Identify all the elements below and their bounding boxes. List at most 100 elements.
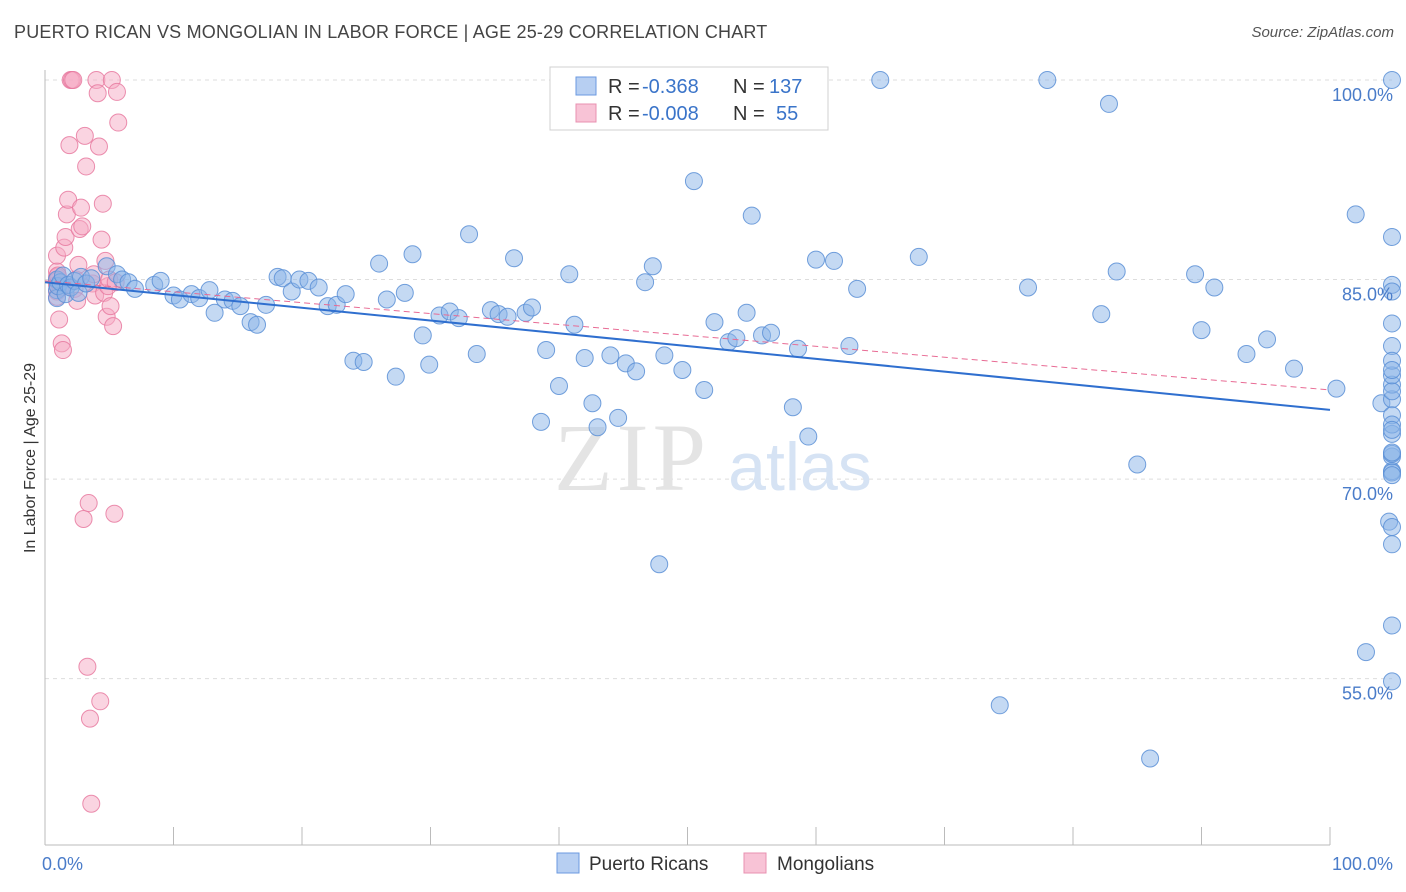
puerto-rican-point-111 — [1285, 359, 1304, 378]
puerto-rican-point-89 — [783, 398, 802, 417]
puerto-rican-point-106 — [1186, 265, 1205, 284]
puerto-rican-point-125 — [1383, 282, 1401, 301]
mongolian-point-40 — [91, 692, 110, 711]
watermark: ZIP atlas — [554, 404, 872, 511]
puerto-rican-point-94 — [840, 337, 859, 356]
puerto-rican-point-102 — [1099, 94, 1118, 113]
puerto-rican-point-80 — [695, 380, 714, 399]
chart-source: Source: ZipAtlas.com — [1251, 24, 1394, 41]
x-tick-label-max: 100.0% — [1332, 854, 1393, 874]
mongolian-point-8 — [50, 310, 69, 329]
puerto-rican-point-41 — [336, 285, 355, 304]
legend-r-label-2: R = — [608, 103, 640, 125]
puerto-rican-point-61 — [523, 298, 542, 317]
puerto-rican-point-25 — [200, 281, 219, 300]
puerto-rican-point-98 — [990, 696, 1009, 715]
puerto-rican-point-104 — [1128, 455, 1147, 474]
puerto-rican-point-105 — [1141, 749, 1160, 768]
legend-r-label-1: R = — [608, 76, 640, 98]
puerto-rican-point-92 — [807, 250, 825, 269]
mongolian-point-13 — [56, 227, 75, 246]
mongolian-point-38 — [88, 84, 107, 103]
puerto-rican-point-68 — [583, 394, 602, 413]
y-tick-label-2: 70.0% — [1342, 484, 1393, 504]
gridlines — [45, 79, 1392, 680]
mongolian-point-32 — [80, 709, 99, 728]
puerto-rican-point-112 — [1327, 379, 1346, 398]
puerto-rican-point-118 — [1383, 616, 1401, 635]
mongolian-point-26 — [73, 217, 92, 236]
puerto-rican-point-63 — [537, 341, 556, 360]
puerto-rican-point-85 — [742, 206, 761, 225]
legend-n-label-1: N = — [733, 76, 765, 98]
mongolian-point-54 — [109, 113, 128, 132]
legend-n-value-2: 55 — [776, 103, 798, 125]
puerto-rican-point-114 — [1356, 643, 1375, 662]
puerto-rican-point-81 — [705, 313, 724, 332]
puerto-rican-point-101 — [1092, 305, 1111, 324]
puerto-rican-point-46 — [386, 367, 405, 386]
puerto-rican-point-91 — [799, 427, 818, 446]
puerto-rican-point-109 — [1237, 345, 1256, 364]
legend-swatch-puerto-ricans — [575, 76, 597, 96]
puerto-rican-point-55 — [467, 345, 486, 364]
puerto-rican-point-126 — [1383, 314, 1401, 333]
mongolian-trend-line — [44, 280, 1331, 391]
puerto-rican-point-54 — [460, 225, 479, 244]
legend-r-value-2: -0.008 — [642, 103, 699, 125]
puerto-rican-point-93 — [824, 251, 843, 270]
series-label-puerto-ricans: Puerto Ricans — [589, 854, 708, 875]
mongolian-point-28 — [75, 126, 94, 145]
puerto-rican-point-83 — [727, 329, 746, 348]
puerto-rican-point-59 — [505, 249, 524, 268]
mongolian-point-25 — [71, 198, 90, 217]
mongolian-point-30 — [78, 657, 97, 676]
puerto-rican-point-62 — [532, 412, 551, 431]
watermark-zip: ZIP — [554, 404, 710, 511]
puerto-rican-point-99 — [1019, 278, 1038, 297]
x-tick-labels: 0.0% 100.0% — [42, 854, 1393, 874]
mongolian-point-29 — [77, 157, 96, 176]
puerto-rican-point-141 — [1383, 443, 1401, 462]
puerto-rican-point-58 — [498, 307, 517, 326]
puerto-rican-point-87 — [762, 323, 781, 342]
puerto-rican-point-113 — [1346, 205, 1365, 224]
y-tick-label-0: 100.0% — [1332, 85, 1393, 105]
puerto-rican-point-139 — [1383, 466, 1401, 485]
mongolian-point-41 — [92, 230, 111, 249]
puerto-rican-point-47 — [395, 283, 414, 302]
mongolian-point-50 — [104, 317, 123, 336]
series-swatch-puerto-ricans — [556, 852, 580, 874]
mongolian-point-15 — [59, 190, 78, 209]
y-tick-label-3: 55.0% — [1342, 684, 1393, 704]
watermark-atlas: atlas — [728, 429, 872, 505]
puerto-rican-point-95 — [848, 279, 867, 298]
puerto-rican-point-79 — [684, 172, 703, 191]
mongolian-point-19 — [64, 70, 83, 89]
puerto-rican-point-140 — [1383, 420, 1401, 439]
puerto-rican-point-108 — [1205, 278, 1224, 297]
legend-n-value-1: 137 — [769, 76, 802, 98]
puerto-rican-point-132 — [1383, 382, 1401, 401]
series-swatch-mongolians — [743, 852, 767, 874]
puerto-rican-point-73 — [627, 362, 646, 381]
y-tick-label-1: 85.0% — [1342, 285, 1393, 305]
puerto-rican-point-45 — [377, 290, 396, 309]
puerto-rican-point-70 — [601, 346, 620, 365]
mongolian-point-11 — [53, 341, 72, 360]
legend-swatch-mongolians — [575, 103, 597, 123]
puerto-rican-point-75 — [643, 257, 662, 276]
x-tick-label-min: 0.0% — [42, 854, 83, 874]
legend-r-value-1: -0.368 — [642, 76, 699, 98]
axes — [44, 70, 1331, 846]
mongolian-point-39 — [89, 137, 108, 156]
puerto-rican-point-77 — [650, 555, 669, 574]
puerto-rican-point-138 — [1383, 518, 1401, 537]
puerto-rican-point-20 — [151, 271, 170, 290]
series-label-mongolians: Mongolians — [777, 854, 874, 875]
puerto-rican-point-103 — [1107, 262, 1126, 281]
puerto-rican-point-50 — [420, 355, 439, 374]
mongolian-point-48 — [101, 297, 120, 316]
puerto-rican-point-76 — [655, 346, 674, 365]
